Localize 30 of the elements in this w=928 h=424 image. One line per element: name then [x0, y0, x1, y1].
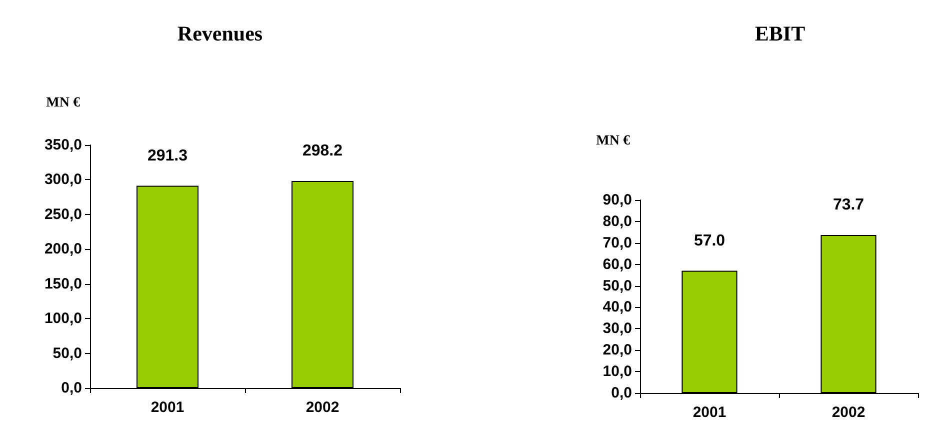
y-tick-label: 80,0: [602, 212, 632, 230]
x-tick-label: 2001: [692, 404, 726, 421]
data-label: 57.0: [694, 232, 726, 250]
y-tick-label: 300,0: [44, 171, 82, 188]
y-axis-title: MN €: [46, 96, 80, 110]
data-label: 298.2: [302, 142, 343, 160]
y-tick-label: 350,0: [44, 136, 82, 154]
y-tick-label: 50,0: [602, 277, 632, 294]
data-label: 73.7: [832, 196, 864, 214]
y-tick-label: 50,0: [52, 344, 82, 362]
x-tick-label: 2002: [306, 399, 340, 416]
y-tick-label: 40,0: [602, 298, 632, 316]
y-tick-label: 60,0: [602, 256, 632, 273]
x-tick-label: 2002: [832, 404, 866, 421]
y-tick-label: 200,0: [44, 240, 82, 258]
y-tick-label: 90,0: [602, 192, 632, 208]
y-tick-label: 250,0: [44, 206, 82, 223]
x-tick-label: 2001: [150, 399, 184, 416]
data-label: 291.3: [147, 147, 188, 164]
y-tick-label: 150,0: [44, 275, 82, 292]
y-tick-label: 30,0: [602, 320, 632, 338]
y-tick-label: 70,0: [602, 234, 632, 252]
chart-title: Revenues: [177, 22, 263, 46]
y-tick-label: 20,0: [602, 342, 632, 359]
chart-title: EBIT: [754, 22, 806, 46]
y-axis-title: MN €: [596, 134, 630, 148]
y-tick-label: 0,0: [611, 384, 632, 402]
y-tick-label: 0,0: [61, 380, 82, 396]
y-tick-label: 10,0: [602, 363, 632, 380]
y-tick-label: 100,0: [44, 310, 82, 328]
